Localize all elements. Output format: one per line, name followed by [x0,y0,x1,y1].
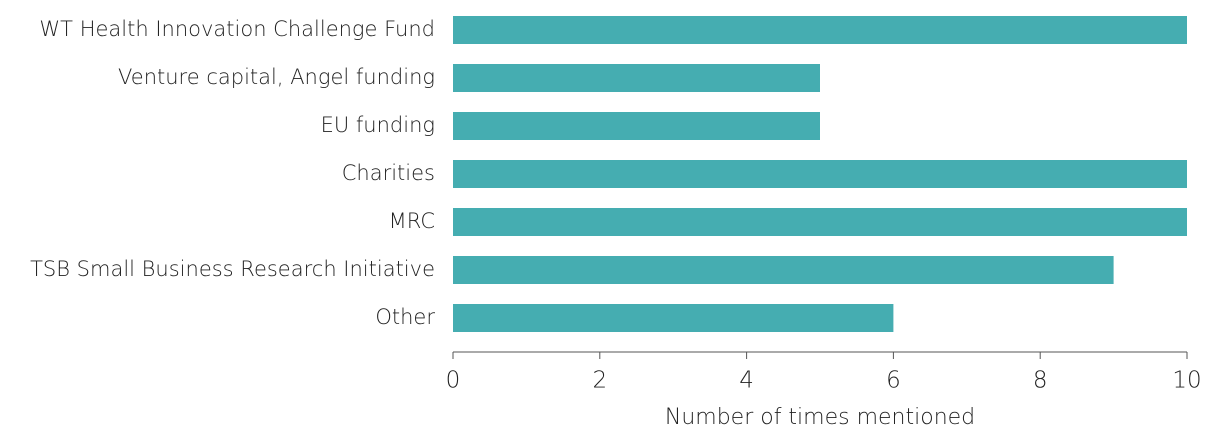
x-tick-label: 0 [446,368,461,394]
y-tick-label: Other [375,305,435,329]
x-tick-label: 8 [1033,368,1048,394]
bar [453,112,820,140]
x-tick-label: 6 [886,368,901,394]
y-tick-label: TSB Small Business Research Initiative [30,257,435,281]
bar [453,16,1187,44]
y-tick-label: WT Health Innovation Challenge Fund [39,17,435,41]
y-tick-label: Venture capital, Angel funding [118,65,435,89]
bar [453,160,1187,188]
x-tick-label: 2 [592,368,607,394]
bar [453,208,1187,236]
bar [453,304,894,332]
y-tick-label: EU funding [321,113,435,137]
bar [453,256,1114,284]
bar [453,64,820,92]
x-tick-label: 4 [739,368,754,394]
y-tick-label: Charities [342,161,435,185]
x-axis-title: Number of times mentioned [665,405,975,430]
y-tick-label: MRC [389,209,435,233]
x-tick-label: 10 [1172,368,1201,394]
